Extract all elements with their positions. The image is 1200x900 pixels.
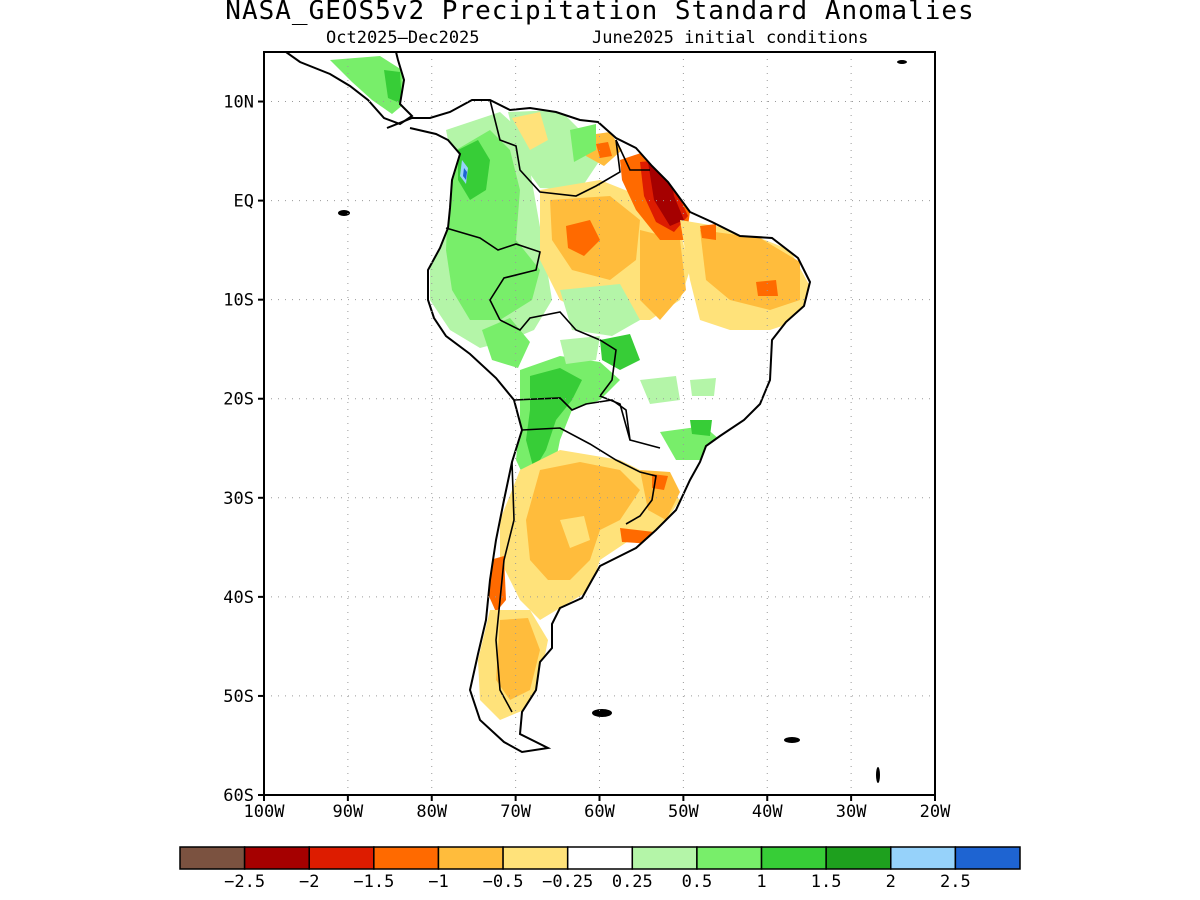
x-tick-label: 80W	[416, 802, 447, 822]
colorbar-label: −2	[299, 872, 319, 892]
colorbar-label: 0.5	[682, 872, 713, 892]
x-tick-label: 70W	[500, 802, 531, 822]
colorbar-label: −1	[428, 872, 448, 892]
x-tick-label: 50W	[668, 802, 699, 822]
colorbar-swatch	[179, 846, 246, 870]
y-tick-label: 30S	[223, 489, 254, 509]
colorbar-label: −1.5	[353, 872, 394, 892]
islands	[338, 60, 907, 783]
x-tick-label: 90W	[333, 802, 364, 822]
colorbar-swatch	[566, 846, 634, 870]
forecast-period: Oct2025–Dec2025	[326, 28, 480, 48]
colorbar-label: 0.25	[612, 872, 653, 892]
y-tick-label: EQ	[234, 192, 254, 212]
colorbar-swatch	[825, 846, 892, 870]
coastline	[285, 52, 812, 754]
colorbar-label: 2.5	[940, 872, 971, 892]
x-tick-label: 100W	[244, 802, 286, 822]
colorbar-label: 2	[886, 872, 896, 892]
colorbar-label: −0.25	[542, 872, 593, 892]
grid-lines	[264, 52, 935, 795]
longitude-axis: 100W 90W 80W 70W 60W 50W 40W 30W 20W	[244, 795, 951, 822]
colorbar-label: 1.5	[811, 872, 842, 892]
x-tick-label: 60W	[584, 802, 615, 822]
colorbar-label: −0.5	[483, 872, 524, 892]
colorbar-swatch	[373, 846, 440, 870]
x-tick-label: 40W	[752, 802, 783, 822]
colorbar-label: 1	[756, 872, 766, 892]
x-tick-label: 30W	[836, 802, 867, 822]
colorbar-swatch	[243, 846, 310, 870]
colorbar-swatch	[760, 846, 827, 870]
x-tick-label: 20W	[920, 802, 951, 822]
colorbar-swatch	[502, 846, 569, 870]
latitude-axis: 60S 50S 40S 30S 20S 10S EQ 10N	[223, 93, 264, 806]
anomaly-shading	[330, 56, 810, 720]
y-tick-label: 40S	[223, 588, 254, 608]
country-borders	[445, 99, 661, 713]
map-title: NASA_GEOS5v2 Precipitation Standard Anom…	[225, 0, 975, 26]
y-tick-label: 50S	[223, 687, 254, 707]
colorbar-swatch	[631, 846, 698, 870]
initial-conditions: June2025 initial conditions	[592, 28, 869, 48]
colorbar: −2.5 −2 −1.5 −1 −0.5 −0.25 0.25 0.5 1 1.5 2 2.5	[179, 846, 1021, 892]
colorbar-swatch	[954, 846, 1021, 870]
colorbar-swatch	[308, 846, 375, 870]
colorbar-label: −2.5	[224, 872, 265, 892]
y-tick-label: 60S	[223, 786, 254, 806]
y-tick-label: 10N	[223, 93, 254, 113]
y-tick-label: 10S	[223, 291, 254, 311]
colorbar-swatch	[696, 846, 763, 870]
y-tick-label: 20S	[223, 390, 254, 410]
colorbar-swatch	[890, 846, 957, 870]
colorbar-swatch	[437, 846, 504, 870]
